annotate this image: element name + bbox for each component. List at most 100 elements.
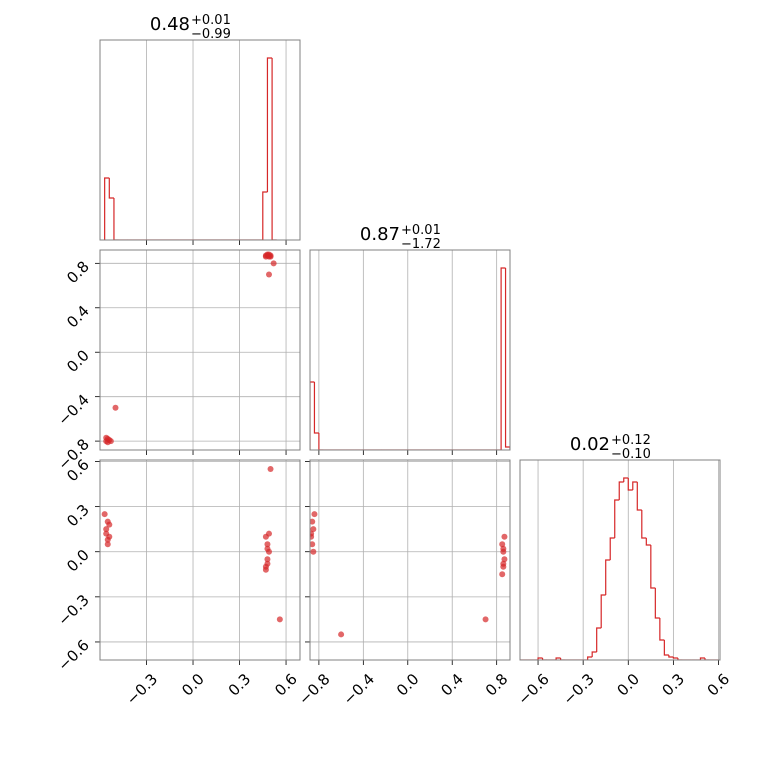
sample-point — [265, 271, 272, 278]
sample-point — [500, 560, 507, 567]
plot-area — [310, 267, 510, 450]
hist-bin — [587, 656, 593, 660]
hist-bin — [627, 478, 633, 491]
hist-bin — [600, 594, 606, 628]
plot-area — [104, 57, 277, 240]
sample-point — [310, 530, 315, 537]
x-tick-label: −0.3 — [559, 670, 597, 708]
sample-point — [500, 545, 507, 552]
sample-point — [264, 556, 271, 563]
sample-point — [270, 260, 277, 267]
hist-bin — [113, 198, 119, 240]
hist-bin — [677, 658, 683, 660]
y-tick-label: 0.3 — [63, 501, 93, 531]
hist-bin — [623, 477, 629, 482]
hist-bin — [560, 658, 566, 660]
panel: −0.8 −0.4 0.0 0.4 0.8 — [295, 459, 512, 709]
sample-point — [103, 434, 110, 441]
hist-bin — [699, 657, 705, 660]
x-tick-label: −0.8 — [295, 670, 333, 708]
title-plus: +0.01 — [401, 223, 441, 238]
y-tick-label: 0.8 — [63, 257, 93, 287]
hist-bin — [618, 481, 624, 500]
hist-bin — [318, 433, 324, 450]
x-tick-label: −0.4 — [340, 670, 378, 708]
title-plus: +0.01 — [191, 13, 231, 28]
sample-point — [262, 566, 269, 573]
panel: 0.80.40.0−0.4−0.8 — [54, 249, 301, 474]
hist-bin — [632, 481, 638, 490]
hist-bin — [663, 640, 669, 656]
sample-point — [112, 404, 119, 411]
hist-bin — [310, 381, 315, 450]
sample-point — [267, 466, 274, 473]
sample-point — [104, 536, 111, 543]
panel-frame — [309, 459, 511, 661]
sample-point — [310, 541, 316, 548]
x-tick-label: −0.3 — [123, 670, 161, 708]
sample-point — [103, 526, 110, 533]
y-tick-label: −0.3 — [54, 591, 92, 629]
plot-area — [310, 511, 508, 638]
sample-point — [267, 253, 274, 260]
sample-point — [499, 571, 506, 578]
sample-point — [310, 548, 317, 555]
panel-frame — [99, 39, 301, 241]
panel: 0.48 +0.01−0.99 — [99, 13, 301, 245]
y-tick-label: 0.4 — [63, 302, 93, 332]
title-minus: −0.10 — [611, 447, 651, 462]
hist-bin — [262, 191, 268, 240]
sample-point — [264, 560, 271, 567]
x-tick-label: 0.6 — [704, 670, 734, 700]
hist-bin — [555, 657, 561, 660]
hist-bin — [537, 657, 543, 660]
hist-bin — [596, 627, 602, 652]
y-tick-label: 0.0 — [63, 346, 93, 376]
panel-frame — [309, 249, 511, 451]
sample-point — [264, 545, 271, 552]
y-tick-label: 0.0 — [63, 546, 93, 576]
hist-bin — [672, 657, 678, 659]
sample-point — [103, 530, 110, 537]
panel: 0.87 +0.01−1.72 — [309, 223, 511, 455]
sample-point — [106, 521, 113, 528]
sample-point — [482, 616, 489, 623]
hist-bin — [541, 658, 548, 660]
y-tick-label: −0.6 — [54, 636, 92, 674]
hist-bin — [104, 177, 110, 240]
hist-bin — [650, 545, 656, 589]
plot-area — [520, 477, 719, 660]
x-tick-label: −0.6 — [514, 670, 552, 708]
x-tick-label: 0.8 — [482, 670, 512, 700]
panel: −0.3 0.0 0.3 0.60.60.30.0−0.3−0.6 — [54, 456, 300, 709]
title-plus: +0.12 — [611, 433, 651, 448]
hist-bin — [500, 267, 506, 450]
x-tick-label: 0.4 — [437, 670, 467, 700]
sample-point — [101, 511, 108, 518]
hist-bin — [636, 482, 642, 511]
sample-point — [310, 518, 316, 525]
plot-area — [103, 251, 277, 446]
hist-bin — [641, 510, 647, 539]
hist-bin — [108, 178, 114, 199]
hist-bin — [654, 588, 660, 619]
panel-frame — [99, 249, 301, 451]
hist-bin — [266, 57, 273, 192]
x-tick-label: 0.0 — [393, 670, 423, 700]
hist-bin — [605, 559, 611, 595]
panel-frame — [519, 459, 721, 661]
title-minus: −1.72 — [401, 237, 441, 252]
x-tick-label: 0.0 — [613, 670, 643, 700]
x-tick-label: 0.3 — [659, 670, 689, 700]
sample-point — [104, 541, 111, 548]
sample-point — [499, 541, 506, 548]
sample-point — [501, 533, 508, 540]
sample-point — [501, 556, 508, 563]
sample-point — [338, 631, 345, 638]
x-tick-label: 0.0 — [178, 670, 208, 700]
sample-point — [265, 530, 272, 537]
title-value: 0.87 — [360, 224, 400, 245]
sample-point — [276, 616, 283, 623]
hist-bin — [591, 651, 597, 657]
